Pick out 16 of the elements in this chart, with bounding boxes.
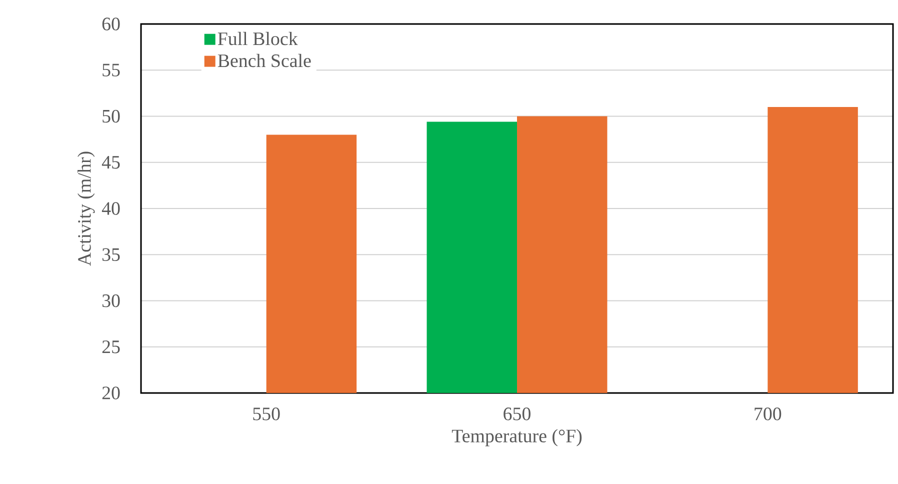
legend-label: Bench Scale: [218, 54, 311, 68]
y-tick-label: 35: [102, 248, 120, 261]
legend-label: Full Block: [218, 32, 298, 46]
y-tick-label: 50: [102, 110, 120, 123]
y-tick-label: 30: [102, 294, 120, 308]
x-axis-title: Temperature (°F): [452, 429, 582, 446]
y-tick-label: 40: [102, 202, 120, 215]
y-axis-title: Activity (m/hr): [78, 152, 95, 266]
y-tick-label: 55: [102, 64, 120, 76]
y-tick-label: 25: [102, 340, 120, 354]
x-tick-label: 650: [504, 408, 530, 420]
y-tick-label: 20: [102, 386, 120, 400]
y-tick-label: 45: [102, 156, 120, 169]
x-tick-label: 700: [754, 408, 782, 420]
x-tick-label: 550: [253, 408, 280, 420]
y-tick-label: 60: [102, 18, 120, 30]
